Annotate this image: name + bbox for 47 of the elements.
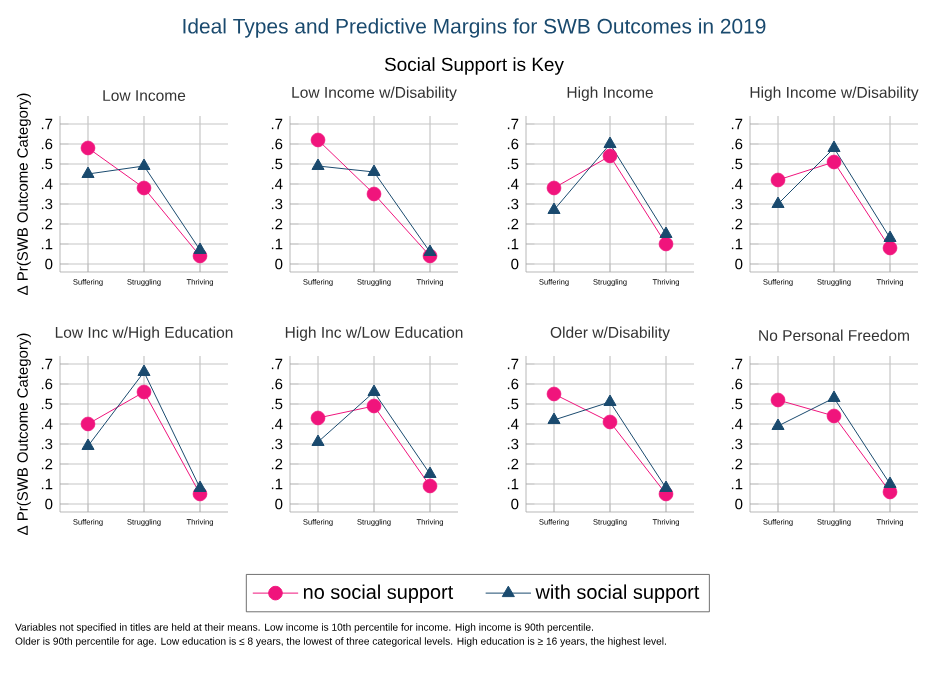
point — [311, 434, 325, 446]
point — [771, 196, 785, 208]
point — [547, 412, 561, 424]
point — [310, 410, 326, 426]
point — [193, 480, 207, 492]
legend-label: no social support — [303, 584, 454, 603]
point — [659, 480, 673, 492]
point — [770, 392, 786, 408]
point — [367, 384, 381, 396]
point — [193, 242, 207, 254]
point — [547, 202, 561, 214]
text: Ideal Types and Predictive Margins for SWB Outcomes in 2019 — [183, 18, 766, 38]
point — [883, 476, 897, 488]
point — [136, 384, 152, 400]
point — [827, 390, 841, 402]
point — [81, 438, 95, 450]
text: Social Support is Key — [384, 57, 564, 75]
point — [310, 132, 326, 148]
point — [423, 244, 437, 256]
point — [603, 136, 617, 148]
point — [423, 466, 437, 478]
point — [137, 158, 151, 170]
point — [826, 154, 842, 170]
point — [367, 164, 381, 176]
point — [770, 172, 786, 188]
point — [771, 418, 785, 430]
point — [546, 180, 562, 196]
point — [80, 416, 96, 432]
point — [602, 148, 618, 164]
point — [422, 478, 438, 494]
point — [882, 240, 898, 256]
point — [883, 230, 897, 242]
point — [602, 414, 618, 430]
point — [137, 364, 151, 376]
point — [827, 140, 841, 152]
point — [81, 166, 95, 178]
point — [546, 386, 562, 402]
legend-label: with social support — [535, 584, 700, 603]
point — [311, 158, 325, 170]
point — [366, 398, 382, 414]
point — [659, 226, 673, 238]
point — [603, 394, 617, 406]
point — [136, 180, 152, 196]
point — [826, 408, 842, 424]
point — [658, 236, 674, 252]
point — [366, 186, 382, 202]
point — [80, 140, 96, 156]
